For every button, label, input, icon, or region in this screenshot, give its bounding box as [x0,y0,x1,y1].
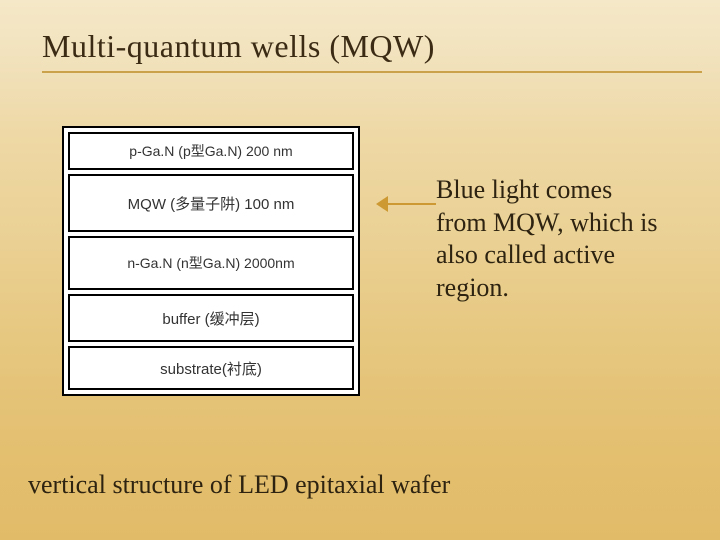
note-line-1: Blue light comes [436,175,612,204]
page-title: Multi-quantum wells (MQW) [42,28,720,71]
note-line-3: also called active [436,240,615,269]
note-line-2: from MQW, which is [436,208,657,237]
layer-4: substrate(衬底) [68,346,354,390]
layer-stack: p-Ga.N (p型Ga.N) 200 nm MQW (多量子阱) 100 nmn… [62,126,360,396]
note-line-4: region. [436,273,509,302]
arrow-head-icon [376,196,388,212]
layer-1: MQW (多量子阱) 100 nm [68,174,354,232]
layer-2: n-Ga.N (n型Ga.N) 2000nm [68,236,354,290]
layer-0: p-Ga.N (p型Ga.N) 200 nm [68,132,354,170]
note-text: Blue light comes from MQW, which is also… [436,174,657,304]
layer-3: buffer (缓冲层) [68,294,354,342]
title-underline [42,71,702,73]
arrow-line [388,203,436,205]
caption: vertical structure of LED epitaxial wafe… [28,470,450,500]
title-block: Multi-quantum wells (MQW) [42,28,720,73]
